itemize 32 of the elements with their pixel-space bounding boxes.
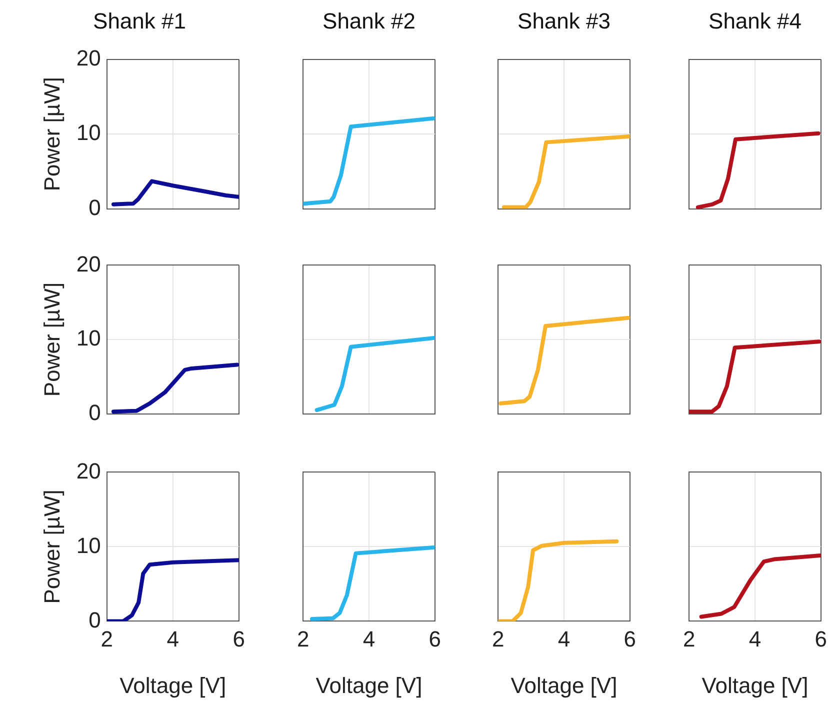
x-tick-label: 2 <box>296 626 310 652</box>
y-tick-label: 0 <box>88 607 101 632</box>
y-axis-title: Power [µW] <box>39 490 64 604</box>
y-axis-title: Power [µW] <box>39 77 64 192</box>
y-axis-title: Power [µW] <box>39 282 64 397</box>
x-tick-label: 4 <box>362 626 376 652</box>
y-tick-label: 0 <box>88 194 101 220</box>
x-tick-label: 2 <box>492 626 504 652</box>
y-tick-label: 20 <box>76 45 101 70</box>
x-tick-label: 4 <box>748 626 762 652</box>
x-tick-label: 6 <box>232 626 246 652</box>
chart-title: Shank #1 <box>93 8 186 34</box>
x-tick-label: 6 <box>624 626 636 652</box>
x-tick-label: 4 <box>558 626 570 652</box>
y-tick-label: 10 <box>76 532 101 558</box>
x-axis-title: Voltage [V] <box>702 672 808 698</box>
chart-title: Shank #4 <box>708 8 802 34</box>
x-tick-label: 4 <box>166 626 179 652</box>
chart-title: Shank #2 <box>322 8 416 34</box>
x-tick-label: 6 <box>428 626 442 652</box>
x-tick-label: 2 <box>100 626 113 652</box>
x-axis-title: Voltage [V] <box>316 672 422 698</box>
y-tick-label: 0 <box>88 400 101 425</box>
y-tick-label: 20 <box>76 251 101 276</box>
y-tick-label: 20 <box>76 458 101 484</box>
y-tick-label: 10 <box>76 120 101 146</box>
x-tick-label: 2 <box>682 626 696 652</box>
y-tick-label: 10 <box>76 326 101 351</box>
x-axis-title: Voltage [V] <box>510 672 618 698</box>
x-axis-title: Voltage [V] <box>120 672 226 698</box>
chart-title: Shank #3 <box>518 8 610 34</box>
x-tick-label: 6 <box>814 626 828 652</box>
